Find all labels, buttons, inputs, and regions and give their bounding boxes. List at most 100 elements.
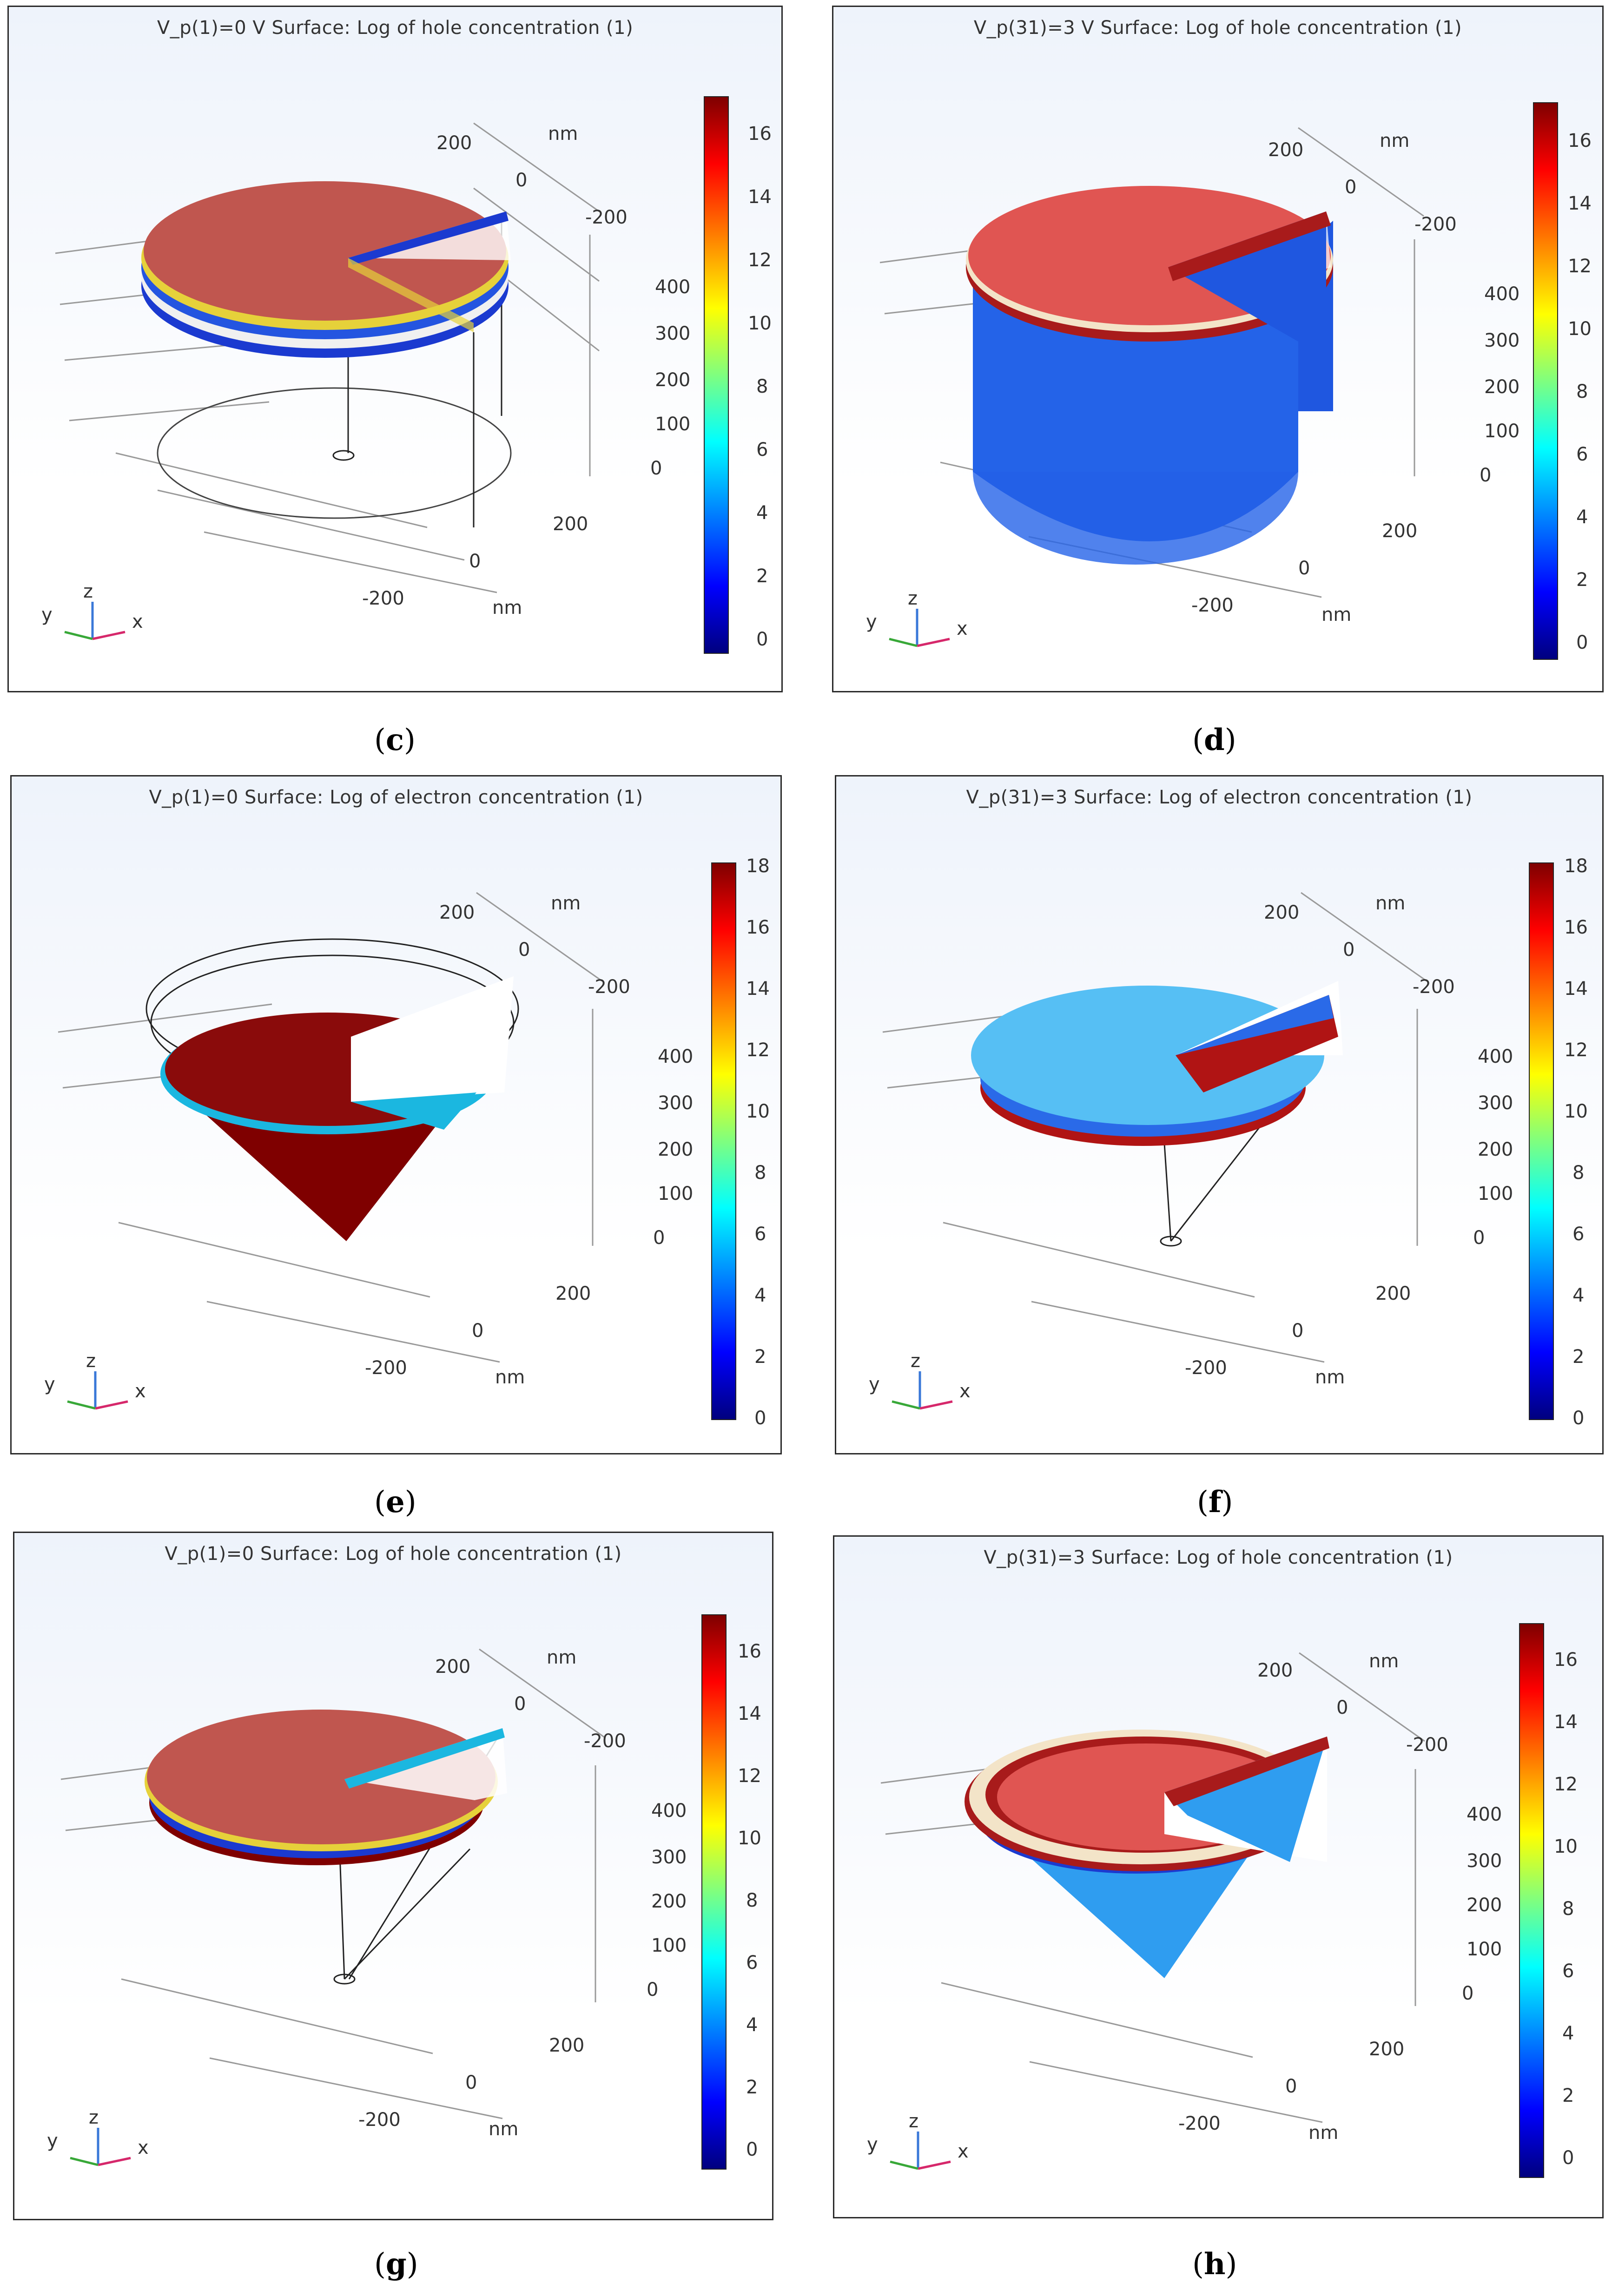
axis-tick: -200 xyxy=(1178,2113,1221,2134)
axis-unit: nm xyxy=(547,1647,577,1668)
axis-tick: 0 xyxy=(1336,1697,1348,1718)
cbar-tick: 16 xyxy=(748,123,772,145)
axis-tick: -200 xyxy=(1414,214,1457,235)
axis-tick: 300 xyxy=(1467,1850,1502,1872)
axis-tick: 200 xyxy=(1375,1283,1411,1304)
colorbar xyxy=(1519,1623,1544,2178)
axis-tick: 200 xyxy=(555,1283,591,1304)
axis-unit: nm xyxy=(495,1367,525,1388)
cbar-tick: 10 xyxy=(1564,1101,1588,1122)
axis-unit: nm xyxy=(548,123,578,145)
axis-triad-icon xyxy=(70,2128,131,2166)
triad-y-label: y xyxy=(47,2130,58,2151)
axis-tick: 0 xyxy=(514,1693,526,1715)
axis-tick: 300 xyxy=(651,1847,687,1868)
cbar-tick: 10 xyxy=(1554,1836,1578,1857)
cbar-tick: 12 xyxy=(1564,1039,1588,1061)
cbar-tick: 12 xyxy=(746,1039,770,1061)
axis-unit: nm xyxy=(492,597,522,618)
axis-tick: 100 xyxy=(1484,421,1520,442)
axis-tick: 0 xyxy=(465,2072,477,2093)
axis-tick: 200 xyxy=(1257,1660,1293,1681)
axis-tick: 200 xyxy=(1484,376,1520,398)
axis-tick: 0 xyxy=(1285,2076,1297,2097)
panel-title: V_p(1)=0 Surface: Log of hole concentrat… xyxy=(165,1543,622,1565)
triad-z-label: z xyxy=(89,2107,99,2128)
triad-z-label: z xyxy=(83,581,93,602)
disc-layers xyxy=(141,181,511,358)
cbar-tick: 16 xyxy=(1568,130,1592,151)
axis-tick: 400 xyxy=(1484,283,1520,305)
cbar-tick: 2 xyxy=(1572,1346,1585,1368)
axis-tick: -200 xyxy=(1406,1734,1448,1756)
axis-unit: nm xyxy=(1321,604,1352,625)
cbar-tick: 12 xyxy=(748,250,772,271)
axis-tick: 0 xyxy=(472,1320,484,1342)
panel-h: V_p(31)=3 Surface: Log of hole concentra… xyxy=(833,1535,1604,2218)
colorbar xyxy=(711,862,736,1420)
cbar-tick: 10 xyxy=(746,1101,770,1122)
cbar-tick: 12 xyxy=(738,1765,761,1787)
cbar-tick: 4 xyxy=(1572,1285,1585,1306)
axis-tick: 100 xyxy=(1478,1183,1513,1204)
axis-tick: 300 xyxy=(658,1092,694,1114)
cbar-tick: 2 xyxy=(754,1346,766,1368)
axis-triad-icon xyxy=(889,609,950,647)
cbar-tick: 16 xyxy=(738,1641,761,1662)
axis-tick: 300 xyxy=(1484,330,1520,351)
axis-tick: -200 xyxy=(365,1357,407,1379)
plot-scene xyxy=(880,1652,1425,2123)
cbar-tick: 10 xyxy=(748,313,772,334)
axis-tick: 200 xyxy=(1264,902,1300,923)
cbar-tick: 16 xyxy=(1554,1649,1578,1671)
axis-tick: 200 xyxy=(655,369,691,391)
cbar-tick: 2 xyxy=(756,566,768,587)
axis-tick: 0 xyxy=(1473,1227,1485,1249)
axis-tick: 100 xyxy=(658,1183,694,1204)
axis-tick: -200 xyxy=(588,976,630,998)
plot-scene xyxy=(60,1648,605,2119)
cbar-tick: 0 xyxy=(1562,2147,1574,2169)
cbar-tick: 0 xyxy=(746,2139,758,2160)
axis-triad-icon xyxy=(64,602,126,640)
axis-tick: 200 xyxy=(651,1891,687,1912)
axis-tick: 200 xyxy=(1478,1139,1513,1160)
cbar-tick: 12 xyxy=(1568,256,1592,277)
axis-tick: 0 xyxy=(469,551,481,572)
axis-unit: nm xyxy=(1380,130,1410,151)
cbar-tick: 2 xyxy=(1562,2085,1574,2106)
caption-h: (h) xyxy=(1192,2247,1237,2282)
axis-tick: 300 xyxy=(655,323,691,344)
triad-y-label: y xyxy=(41,604,53,625)
triad-y-label: y xyxy=(867,2134,878,2155)
triad-z-label: z xyxy=(911,1350,920,1372)
cbar-tick: 14 xyxy=(1564,978,1588,1000)
triad-x-label: x xyxy=(957,618,968,639)
panel-title: V_p(1)=0 Surface: Log of electron concen… xyxy=(149,787,643,808)
axis-tick: 0 xyxy=(647,1979,659,2000)
axis-tick: 0 xyxy=(650,458,662,479)
caption-e: (e) xyxy=(374,1485,416,1520)
axis-tick: 100 xyxy=(1467,1939,1502,1960)
axis-tick: 0 xyxy=(1480,465,1492,486)
cbar-tick: 18 xyxy=(746,855,770,877)
axis-tick: 0 xyxy=(653,1227,665,1249)
axis-triad-icon xyxy=(890,2132,951,2170)
axis-tick: 0 xyxy=(1292,1320,1304,1342)
cbar-tick: 14 xyxy=(748,186,772,208)
cbar-tick: 4 xyxy=(746,2014,758,2036)
triad-x-label: x xyxy=(959,1381,971,1402)
cbar-tick: 18 xyxy=(1564,855,1588,877)
axis-tick: 200 xyxy=(436,132,472,154)
axis-tick: 200 xyxy=(1369,2039,1405,2060)
triad-y-label: y xyxy=(44,1374,55,1395)
cbar-tick: 8 xyxy=(1576,381,1588,402)
cbar-tick: 10 xyxy=(1568,318,1592,340)
panel-f: V_p(31)=3 Surface: Log of electron conce… xyxy=(835,775,1604,1454)
axis-tick: 400 xyxy=(655,276,691,298)
cbar-tick: 6 xyxy=(1562,1960,1574,1982)
axis-tick: 400 xyxy=(651,1800,687,1822)
colorbar xyxy=(701,1614,727,2170)
cbar-tick: 14 xyxy=(1554,1711,1578,1733)
cbar-tick: 8 xyxy=(1562,1898,1574,1920)
